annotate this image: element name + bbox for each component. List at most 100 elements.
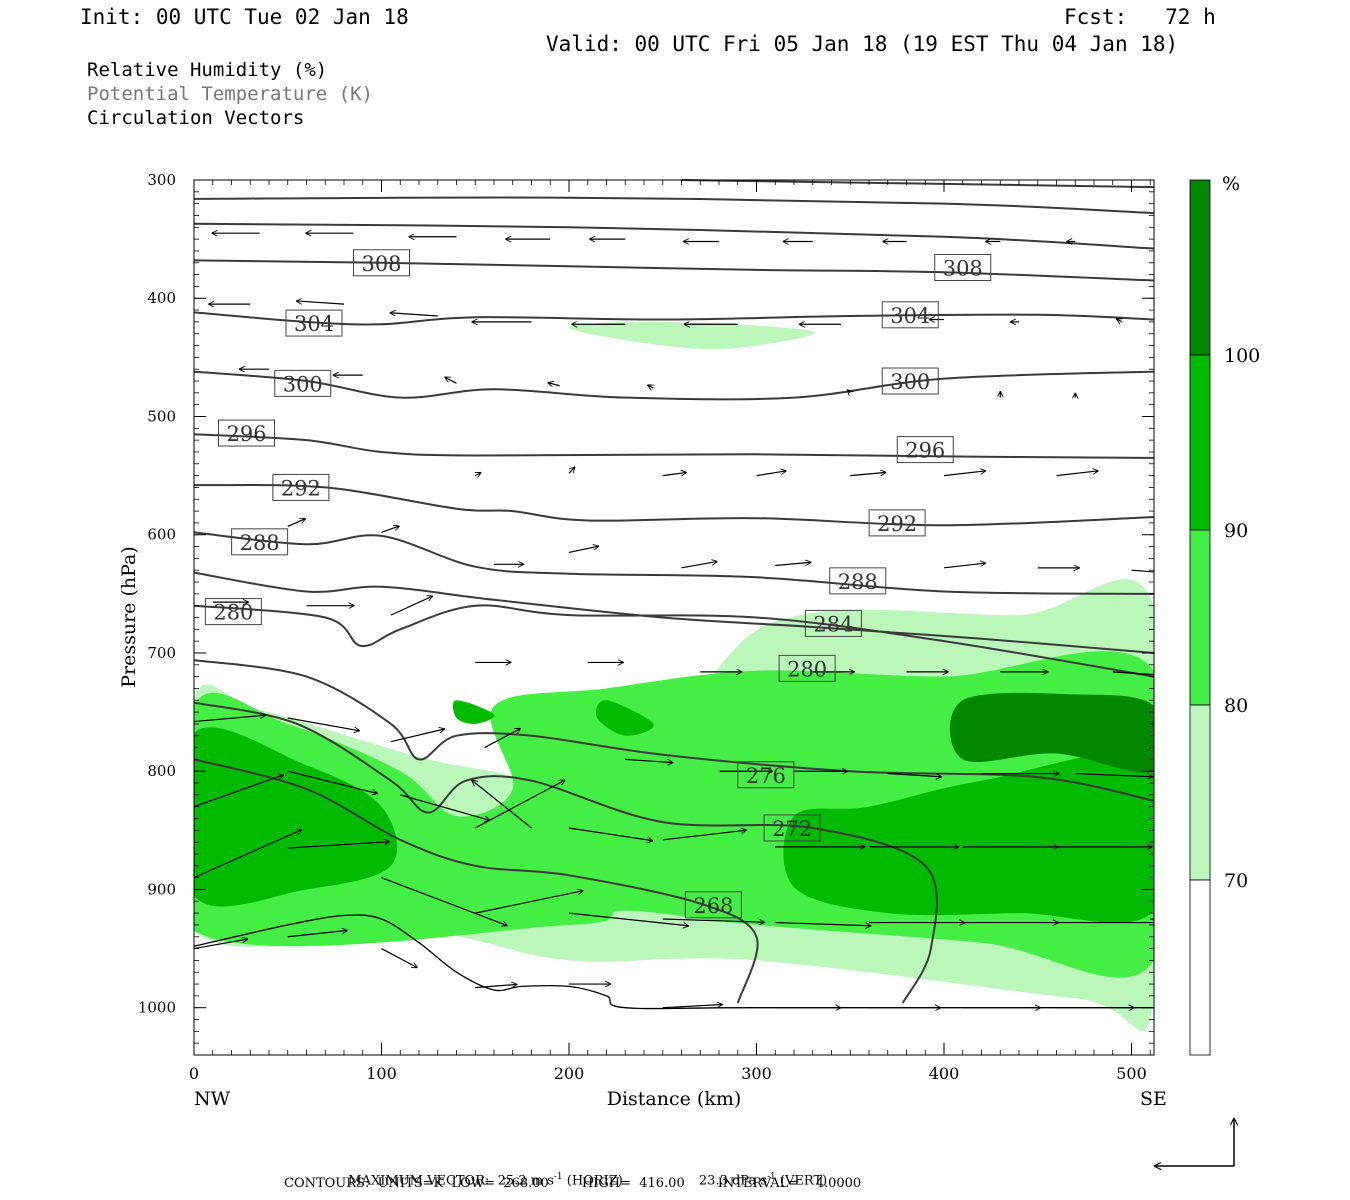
rh-fill-layer <box>194 321 1154 1032</box>
circulation-vector <box>381 526 400 533</box>
circulation-vector <box>296 301 345 305</box>
colorbar-label: 100 <box>1224 345 1260 367</box>
unit-superscript-2: -1 <box>767 1172 776 1182</box>
circulation-vector <box>850 472 886 477</box>
svg-text:300: 300 <box>283 372 323 396</box>
y-tick-label: 800 <box>147 762 176 780</box>
circulation-vector <box>647 384 653 388</box>
svg-text:292: 292 <box>281 476 321 500</box>
valid-time: Valid: 00 UTC Fri 05 Jan 18 (19 EST Thu … <box>546 32 1179 56</box>
circulation-vector <box>287 717 360 731</box>
y-tick-label: 500 <box>147 407 176 425</box>
circulation-vector <box>475 471 481 475</box>
circulation-vector <box>662 830 747 841</box>
theta-contour-304 <box>194 311 1154 326</box>
circulation-vector <box>847 390 850 393</box>
svg-text:300: 300 <box>890 370 930 394</box>
circulation-vector <box>390 729 445 743</box>
theta-contour-top <box>681 179 1155 189</box>
circulation-vector <box>568 912 689 926</box>
svg-text:268: 268 <box>693 894 733 918</box>
colorbar-label: 80 <box>1224 695 1248 717</box>
circulation-vector <box>475 891 583 914</box>
circulation-vector <box>445 376 457 384</box>
circulation-vector <box>681 561 718 569</box>
x-end-left-label: NW <box>194 1088 231 1110</box>
svg-text:288: 288 <box>838 570 878 594</box>
theta-contour-284 <box>194 571 1154 654</box>
rh-region-90-6 <box>595 700 654 736</box>
colorbar-segment <box>1189 879 1211 1056</box>
colorbar-label: 70 <box>1224 870 1248 892</box>
theta-label-300-0: 300 <box>274 369 332 397</box>
theta-label-292-0: 292 <box>272 473 330 501</box>
y-tick-label: 400 <box>147 289 176 307</box>
circulation-vector <box>287 518 306 528</box>
reference-vector-icon <box>1154 1118 1234 1166</box>
theta-label-304-0: 304 <box>285 309 343 337</box>
theta-label-272-0: 272 <box>763 814 821 842</box>
y-tick-label: 600 <box>147 526 176 544</box>
y-tick-label: 700 <box>147 644 176 662</box>
svg-text:288: 288 <box>240 531 280 555</box>
circulation-vector <box>287 842 390 849</box>
theta-label-280-0: 280 <box>204 598 262 626</box>
circulation-vector <box>390 313 438 317</box>
theta-contour-layer <box>194 259 1154 1004</box>
theta-label-288-1: 288 <box>829 567 887 595</box>
circulation-vector <box>662 1005 723 1009</box>
x-tick-label: 200 <box>554 1064 585 1083</box>
theta-label-layer: 308 308 304 304 300 300 296 296 292 292 288 288 284 2… <box>204 249 992 919</box>
x-tick-label: 400 <box>929 1064 960 1083</box>
legend-rh: Relative Humidity (%) <box>87 59 328 81</box>
rh-region-90-5 <box>452 700 495 724</box>
theta-contour-268 <box>194 758 759 1004</box>
circulation-vector <box>484 727 521 749</box>
theta-label-268-0: 268 <box>684 891 742 919</box>
circulation-vector <box>756 471 787 477</box>
circulation-vector <box>1131 569 1154 573</box>
axes: 300 400 500 600 700 800 900 1000 0 100 200 300 400 50… <box>138 171 1154 1083</box>
rh-region-70-1 <box>569 321 815 350</box>
circulation-vector <box>194 939 248 950</box>
svg-text:304: 304 <box>294 312 334 336</box>
circulation-vector <box>390 596 433 616</box>
theta-contour-upper-1 <box>193 196 1155 215</box>
max-vector-vert-value: 23.3 dPa s <box>698 1173 768 1189</box>
svg-text:280: 280 <box>787 657 827 681</box>
y-tick-label: 300 <box>147 171 176 189</box>
circulation-vector <box>287 930 348 938</box>
theta-label-308-1: 308 <box>934 254 992 281</box>
theta-label-280-1: 280 <box>778 654 836 682</box>
circulation-vector <box>775 562 811 567</box>
theta-label-292-1: 292 <box>868 509 926 537</box>
max-vector-horiz-label: (HORIZ) <box>562 1173 623 1189</box>
theta-contour-288 <box>194 531 1154 595</box>
legend-vectors: Circulation Vectors <box>87 107 305 129</box>
colorbar-segment <box>1189 179 1211 356</box>
theta-contour-276 <box>194 659 1154 802</box>
theta-contour-272 <box>194 701 938 1004</box>
theta-label-296-1: 296 <box>896 436 954 464</box>
forecast-hour: Fcst: 72 h <box>1064 5 1216 29</box>
circulation-vector <box>775 921 871 926</box>
colorbar-segment <box>1189 529 1211 706</box>
circulation-vector <box>1056 471 1099 477</box>
circulation-vector <box>472 780 532 829</box>
svg-text:292: 292 <box>877 512 917 536</box>
colorbar: 70 80 90 100 <box>1189 179 1260 1056</box>
y-axis-label: Pressure (hPa) <box>118 546 140 688</box>
circulation-vector <box>381 877 508 926</box>
x-tick-label: 0 <box>189 1064 199 1083</box>
circulation-vector <box>287 770 378 793</box>
circulation-vector <box>474 779 565 829</box>
circulation-vector <box>1075 772 1153 777</box>
x-tick-label: 300 <box>741 1064 772 1083</box>
circulation-vector <box>194 775 284 808</box>
svg-text:308: 308 <box>943 257 983 281</box>
theta-label-308-0: 308 <box>353 249 410 277</box>
circulation-vector <box>943 563 986 569</box>
legend-theta: Potential Temperature (K) <box>87 83 373 105</box>
max-vector-vert-label: (VERT) <box>775 1173 828 1189</box>
colorbar-label: 90 <box>1224 520 1248 542</box>
